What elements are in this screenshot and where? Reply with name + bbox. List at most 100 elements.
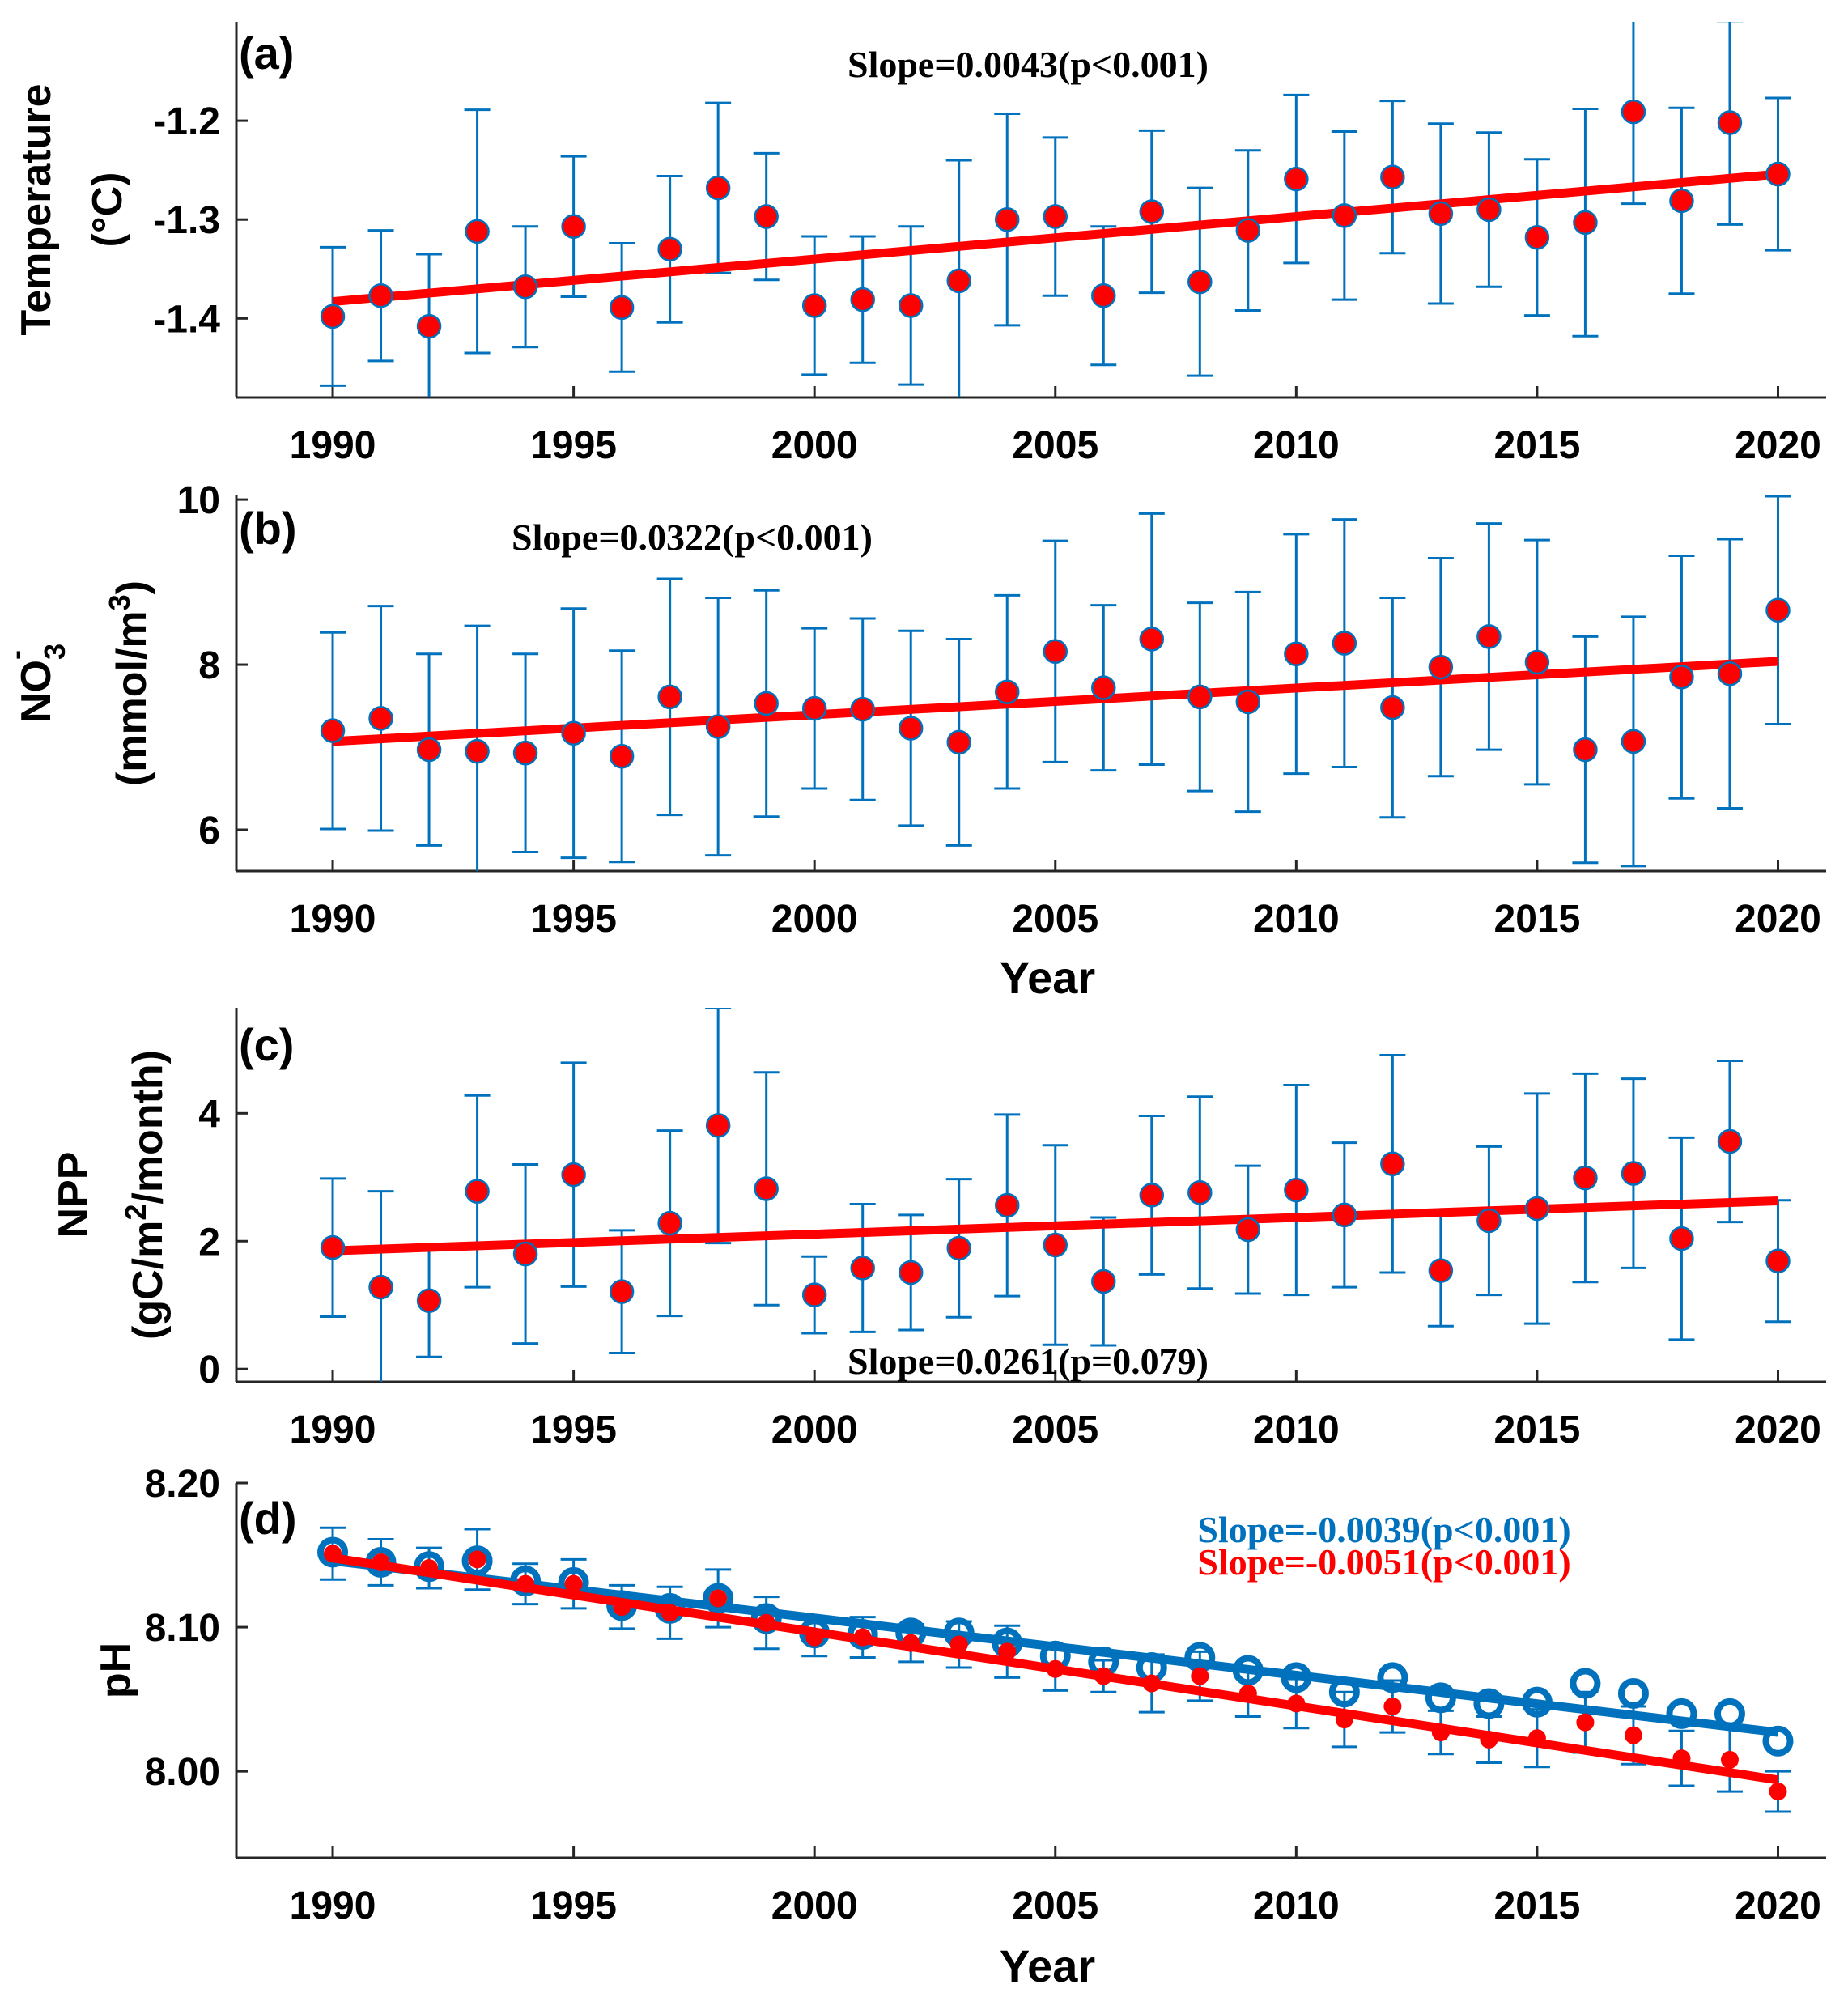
data-point: [801, 695, 827, 721]
data-point: [1573, 210, 1598, 236]
data-point-blue: [1666, 1698, 1697, 1729]
data-point-red: [1046, 1659, 1064, 1678]
data-point: [1428, 201, 1454, 227]
y-axis-title-main: NO: [13, 660, 60, 723]
x-tick-label: 1995: [530, 424, 617, 467]
y-tick-label: 2: [198, 1221, 220, 1264]
data-point-red: [1287, 1694, 1306, 1713]
data-point: [1476, 1208, 1502, 1234]
data-point: [850, 1256, 875, 1281]
plot-area: [317, 1526, 1794, 1813]
y-tick-label: 0: [198, 1349, 220, 1392]
data-point-red: [853, 1628, 872, 1647]
data-point-red: [1624, 1726, 1642, 1744]
data-point: [320, 1234, 346, 1260]
data-point: [416, 313, 442, 339]
data-point: [1091, 675, 1116, 700]
x-tick-label: 2000: [771, 898, 858, 941]
data-point-blue: [461, 1545, 493, 1577]
data-point: [1621, 729, 1646, 754]
data-point: [1332, 631, 1357, 656]
data-point: [1765, 1248, 1791, 1273]
data-point: [1621, 1161, 1646, 1186]
plot-area: [320, 22, 1791, 397]
data-point: [898, 293, 924, 318]
data-point: [1139, 627, 1165, 652]
y-axis-title: NO3-: [0, 644, 71, 723]
data-point: [1091, 283, 1116, 308]
x-tick-label: 1995: [530, 898, 617, 941]
data-point: [801, 293, 827, 318]
data-point: [1380, 695, 1405, 720]
data-point: [1621, 99, 1646, 125]
y-axis-title: Temperature: [13, 83, 60, 335]
plot-area: [320, 1008, 1791, 1382]
data-point: [1380, 1151, 1405, 1176]
x-axis-title: Year: [1000, 952, 1095, 1003]
data-point: [754, 1176, 779, 1201]
data-point-red: [1480, 1730, 1498, 1749]
data-point: [705, 175, 731, 201]
data-point-red: [372, 1553, 390, 1571]
y-axis-unit: (mmol/m3): [103, 580, 155, 786]
x-tick-label: 2005: [1012, 898, 1098, 941]
data-point: [1669, 188, 1694, 214]
data-point-red: [1335, 1710, 1353, 1729]
data-point: [1476, 197, 1502, 223]
data-point: [850, 287, 875, 312]
data-point: [994, 679, 1020, 704]
y-tick-label: 10: [177, 479, 220, 522]
plot-area: [320, 495, 1791, 871]
data-point: [1235, 218, 1261, 243]
panel-label: (c): [239, 1019, 294, 1070]
data-point: [1139, 1183, 1165, 1208]
y-axis-unit-sup: 3: [103, 594, 136, 610]
y-axis-unit-main: (mmol/m: [108, 610, 155, 786]
data-point: [657, 236, 682, 262]
x-axis-title: Year: [1000, 1940, 1095, 1991]
y-axis-title-sub: 3: [38, 644, 71, 660]
data-point: [609, 1279, 635, 1304]
slope-annotation: Slope=0.0261(p=0.079): [848, 1341, 1209, 1382]
panel-label: (a): [239, 28, 294, 79]
y-axis-unit-sup: 2: [119, 1205, 152, 1221]
data-point: [1043, 204, 1068, 229]
slope-annotation: Slope=0.0043(p<0.001): [848, 44, 1209, 85]
data-point: [416, 737, 442, 763]
data-point: [1187, 269, 1213, 295]
y-tick-label: 8.00: [145, 1751, 220, 1794]
data-point: [898, 716, 924, 741]
data-point: [1332, 1202, 1357, 1228]
data-point-red: [613, 1598, 631, 1617]
y-axis-title: NPP: [50, 1152, 97, 1239]
data-point-blue: [1617, 1677, 1649, 1709]
x-tick-label: 2020: [1735, 1409, 1821, 1451]
y-tick-label: 6: [198, 810, 220, 852]
data-point: [850, 696, 875, 722]
data-point: [994, 1192, 1020, 1218]
x-tick-label: 1995: [530, 1885, 617, 1927]
data-point: [1284, 166, 1309, 192]
data-point-red: [757, 1613, 775, 1632]
data-point: [705, 1113, 731, 1138]
data-point: [994, 206, 1020, 232]
data-point: [1717, 1128, 1743, 1154]
y-tick-label: -1.2: [153, 100, 220, 143]
data-point-red: [1191, 1667, 1209, 1685]
data-point: [1284, 641, 1309, 667]
slope-annotation: Slope=-0.0039(p<0.001): [1197, 1509, 1570, 1550]
data-point-red: [661, 1604, 679, 1622]
data-point: [705, 714, 731, 739]
x-tick-label: 2010: [1253, 898, 1340, 941]
data-point: [512, 1241, 538, 1267]
trend-line-red: [332, 169, 1778, 307]
x-tick-label: 2015: [1494, 424, 1581, 467]
slope-annotation: Slope=-0.0051(p<0.001): [1197, 1541, 1570, 1583]
data-point: [320, 304, 346, 329]
data-point-red: [949, 1635, 968, 1654]
x-tick-label: 1990: [290, 424, 376, 467]
y-axis-unit-close: /month): [125, 1050, 172, 1205]
data-point: [1187, 1179, 1213, 1205]
data-point: [465, 219, 490, 244]
